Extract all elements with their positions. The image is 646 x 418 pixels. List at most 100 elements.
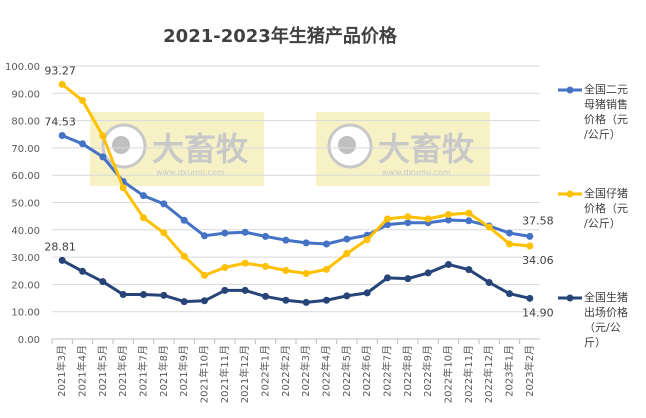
x-tick-label: 2023年1月 <box>503 345 516 397</box>
x-tick-label: 2021年10月 <box>198 345 211 403</box>
y-tick-label: 90.00 <box>11 89 40 100</box>
x-tick-label: 2021年6月 <box>116 345 129 397</box>
watermark-logo-icon <box>338 136 356 154</box>
data-point <box>465 266 473 274</box>
legend-item-piglet: 全国仔猪 价格（元/公斤） <box>558 186 642 231</box>
data-point <box>140 291 147 299</box>
legend-marker <box>558 190 582 198</box>
data-point <box>404 275 412 283</box>
data-point <box>404 213 412 221</box>
data-point <box>363 289 371 297</box>
watermark-logo-icon <box>112 136 130 154</box>
x-tick-label: 2022年8月 <box>401 345 414 397</box>
watermark-text: 大畜牧 <box>152 130 249 168</box>
x-tick-label: 2021年3月 <box>55 345 68 397</box>
data-point <box>343 250 351 258</box>
data-point <box>160 291 168 299</box>
data-point <box>79 140 86 148</box>
data-point <box>262 262 269 270</box>
data-point <box>526 232 534 240</box>
data-point <box>140 214 147 222</box>
data-point <box>79 267 86 275</box>
data-point <box>445 216 452 224</box>
data-point <box>262 232 269 240</box>
data-point <box>241 286 249 294</box>
data-point <box>323 240 330 248</box>
watermark-url: www.dxumu.com <box>382 168 451 177</box>
legend-label: 全国生猪 出场价格 （元/公 斤） <box>584 291 628 349</box>
series-line <box>61 259 531 304</box>
x-tick-label: 2022年9月 <box>421 345 434 397</box>
y-tick-label: 50.00 <box>11 199 40 210</box>
watermark-url: www.dxumu.com <box>156 168 225 177</box>
y-tick-label: 10.00 <box>11 308 40 319</box>
data-point <box>119 291 127 299</box>
y-tick-label: 80.00 <box>11 117 40 128</box>
data-point <box>302 239 310 247</box>
data-point <box>445 211 452 219</box>
data-point <box>160 200 168 208</box>
x-tick-label: 2021年5月 <box>96 345 109 397</box>
x-tick-label: 2022年3月 <box>299 345 312 397</box>
x-tick-label: 2021年7月 <box>137 345 150 397</box>
data-point <box>465 217 473 225</box>
data-point <box>506 229 513 237</box>
data-label: 34.06 <box>522 254 554 267</box>
y-tick-label: 20.00 <box>11 280 40 291</box>
x-tick-label: 2022年4月 <box>320 345 333 397</box>
x-tick-label: 2021年8月 <box>157 345 170 397</box>
data-point <box>282 236 290 244</box>
legend-item-sow: 全国二元 母猪销售 价格（元/公斤） <box>558 82 642 142</box>
data-label: 74.53 <box>44 116 76 129</box>
data-point <box>58 132 66 140</box>
data-point <box>99 153 107 161</box>
data-point <box>343 292 351 300</box>
data-point <box>201 297 208 305</box>
data-point <box>241 259 249 267</box>
data-point <box>140 192 147 200</box>
data-label: 28.81 <box>44 240 76 253</box>
data-point <box>506 290 513 298</box>
y-tick-label: 30.00 <box>11 253 40 264</box>
x-tick-label: 2022年7月 <box>381 345 394 397</box>
data-label: 93.27 <box>44 64 76 77</box>
data-point <box>465 209 473 217</box>
legend-label: 全国仔猪 价格（元/公斤） <box>584 187 628 230</box>
x-tick-label: 2022年2月 <box>279 345 292 397</box>
data-point <box>384 274 391 282</box>
x-tick-label: 2021年11月 <box>218 345 231 403</box>
data-point <box>302 298 310 306</box>
data-point <box>221 229 229 237</box>
legend-item-hog: 全国生猪 出场价格 （元/公 斤） <box>558 290 642 350</box>
data-point <box>485 223 493 231</box>
x-tick-label: 2023年2月 <box>523 345 536 397</box>
data-point <box>424 269 432 277</box>
data-point <box>119 184 127 192</box>
data-point <box>180 252 188 260</box>
x-tick-label: 2022年6月 <box>360 345 373 397</box>
y-tick-label: 70.00 <box>11 144 40 155</box>
data-point <box>221 263 229 271</box>
data-point <box>445 260 452 268</box>
data-point <box>526 242 534 250</box>
data-point <box>241 228 249 236</box>
data-point <box>58 256 66 264</box>
data-point <box>201 232 208 240</box>
data-point <box>79 96 86 104</box>
x-tick-label: 2022年11月 <box>462 345 475 403</box>
data-point <box>424 215 432 223</box>
y-tick-label: 40.00 <box>11 226 40 237</box>
watermark-text: 大畜牧 <box>378 130 475 168</box>
data-point <box>404 219 412 227</box>
data-point <box>485 278 493 286</box>
data-point <box>221 286 229 294</box>
y-tick-label: 100.00 <box>5 62 40 73</box>
y-tick-label: 0.00 <box>18 335 40 346</box>
data-point <box>282 296 290 304</box>
x-tick-label: 2022年1月 <box>259 345 272 397</box>
data-point <box>302 269 310 277</box>
data-point <box>506 240 513 248</box>
data-point <box>282 266 290 274</box>
